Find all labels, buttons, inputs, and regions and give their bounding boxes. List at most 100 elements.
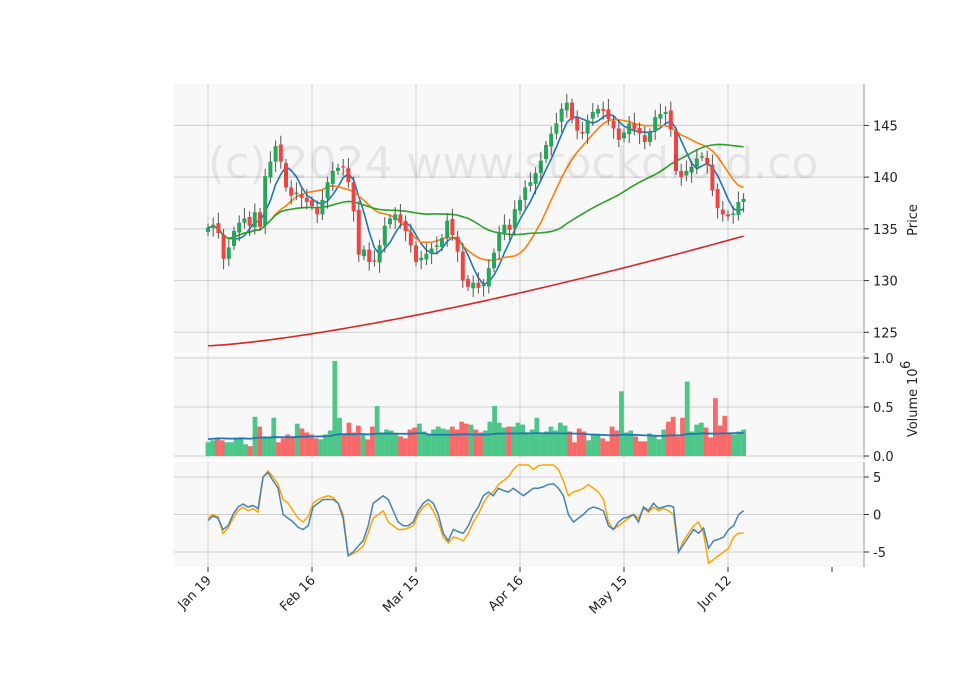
volume-bar xyxy=(257,426,263,456)
candle-body xyxy=(497,232,502,252)
candle-body xyxy=(622,132,626,139)
candle-body xyxy=(731,213,736,215)
candle-body xyxy=(492,252,496,269)
oscillator-line-2 xyxy=(207,464,744,565)
candle-body xyxy=(476,282,481,288)
volume-bar xyxy=(741,429,746,456)
volume-bar xyxy=(628,430,634,456)
volume-bar xyxy=(614,430,620,456)
volume-bar xyxy=(370,426,375,456)
candle-body xyxy=(674,131,678,171)
candle-body xyxy=(627,123,632,135)
candle-body xyxy=(393,214,398,221)
volume-bar xyxy=(609,426,615,456)
volume-bar xyxy=(426,434,432,456)
volume-bar xyxy=(684,381,690,456)
volume-bar xyxy=(633,436,638,456)
volume-bar xyxy=(661,429,667,456)
volume-bar xyxy=(360,433,366,456)
volume-bar xyxy=(619,391,624,456)
volume-bar xyxy=(590,434,596,456)
volume-bar xyxy=(543,431,549,456)
x-tick-label: Mar 15 xyxy=(380,573,423,616)
volume-bar xyxy=(346,422,352,456)
volume-bar xyxy=(299,428,305,456)
volume-bar xyxy=(520,424,526,456)
volume-bar xyxy=(727,433,732,456)
candle-body xyxy=(528,182,533,186)
volume-bar xyxy=(224,442,230,456)
volume-bar xyxy=(506,426,512,456)
price-tick-label: 130 xyxy=(873,275,898,290)
candle-body xyxy=(440,238,444,247)
volume-bar xyxy=(205,442,211,456)
volume-bar xyxy=(219,440,225,456)
volume-bar xyxy=(604,441,610,456)
watermark-text: (c) 2024 www.stockdroid.co xyxy=(208,138,818,189)
candle-body xyxy=(518,199,522,211)
candle-body xyxy=(310,200,314,207)
candle-body xyxy=(694,158,699,167)
candle-body xyxy=(263,176,268,226)
volume-bar xyxy=(459,421,465,456)
ma-line xyxy=(207,113,744,286)
volume-bar xyxy=(417,423,422,456)
candle-body xyxy=(700,156,704,158)
candle-body xyxy=(408,232,413,246)
ma-line xyxy=(207,143,744,240)
osc-tick-label: 0 xyxy=(873,509,881,524)
volume-bar xyxy=(529,429,535,456)
volume-bar xyxy=(562,425,568,456)
candle-body xyxy=(460,251,465,281)
oscillator-lines xyxy=(207,464,745,565)
candle-body xyxy=(606,109,611,120)
volume-bar xyxy=(214,438,220,456)
x-tick-label: Jan 19 xyxy=(175,573,215,613)
candle-body xyxy=(611,120,616,129)
volume-bar xyxy=(656,439,662,456)
volume-bar xyxy=(586,440,591,456)
candle-body xyxy=(252,212,257,228)
candle-body xyxy=(414,245,418,262)
volume-bar xyxy=(261,436,267,456)
volume-bar xyxy=(572,442,577,456)
volume-bar xyxy=(449,426,455,456)
candle-body xyxy=(570,102,574,120)
volume-bar xyxy=(703,427,709,456)
volume-bar xyxy=(285,434,291,456)
volume-bar xyxy=(637,441,643,456)
price-tick-label: 140 xyxy=(873,171,898,186)
volume-bar xyxy=(388,430,394,456)
volume-bar xyxy=(689,431,695,456)
candle-body xyxy=(330,170,335,184)
price-tick-label: 145 xyxy=(873,119,898,134)
candle-body xyxy=(382,225,387,246)
x-tick-label: Jun 12 xyxy=(695,573,735,613)
candle-body xyxy=(294,192,299,195)
osc-tick-label: -5 xyxy=(873,546,886,561)
volume-bar xyxy=(454,429,460,456)
volume-bar xyxy=(341,434,347,456)
volume-bar xyxy=(407,429,413,456)
candle-body xyxy=(648,132,652,142)
candle-body xyxy=(549,133,554,147)
candle-body xyxy=(403,221,408,231)
candle-body xyxy=(580,132,585,134)
volume-bar xyxy=(595,435,601,456)
volume-bar xyxy=(647,433,653,456)
volume-bar xyxy=(393,433,399,456)
candle-body xyxy=(538,160,543,173)
volume-bar xyxy=(431,429,436,456)
candle-body xyxy=(398,214,403,223)
volume-bar xyxy=(492,406,497,456)
candle-body xyxy=(424,253,429,260)
candle-body xyxy=(502,224,507,235)
volume-bar xyxy=(496,422,502,456)
volume-bar xyxy=(280,438,286,456)
candle-body xyxy=(689,166,694,173)
candle-body xyxy=(351,182,356,212)
candle-body xyxy=(653,117,658,132)
candle-body xyxy=(642,135,647,142)
candle-body xyxy=(720,209,725,215)
candle-body xyxy=(315,207,320,215)
